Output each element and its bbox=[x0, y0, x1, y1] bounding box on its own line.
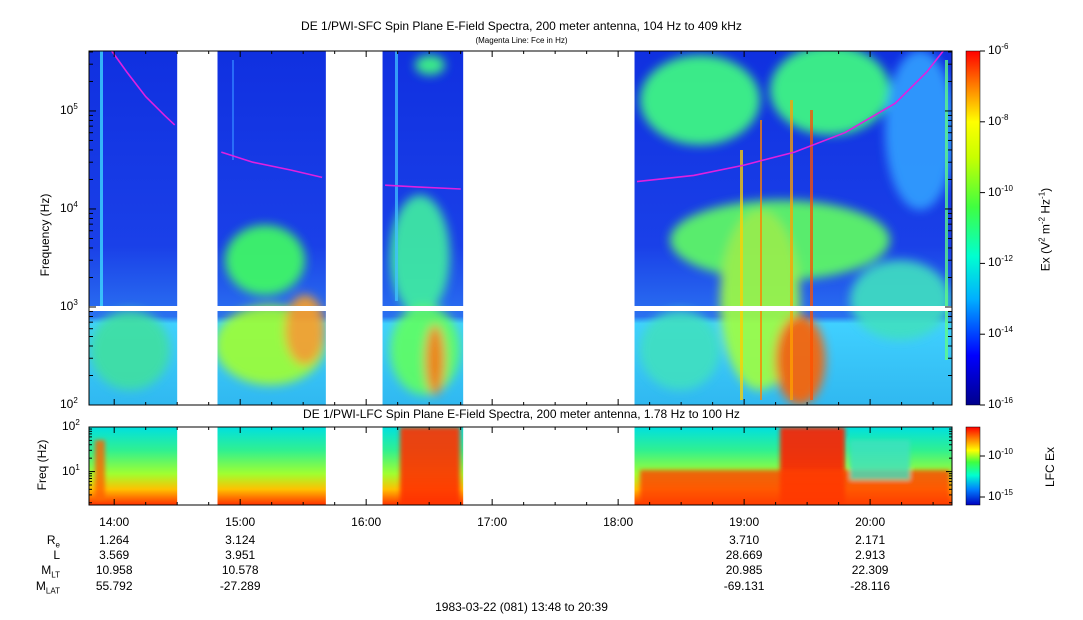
lower-y-ticks bbox=[89, 426, 952, 504]
ephemeris-row-label: Re bbox=[46, 533, 60, 550]
x-tick-label: 14:00 bbox=[99, 515, 130, 529]
data-gap-lower bbox=[177, 427, 218, 505]
lower-colorbar bbox=[965, 426, 981, 506]
colorbar-tick-label: 10-16 bbox=[988, 396, 1013, 411]
colorbar-ticks bbox=[980, 50, 985, 498]
main-y-axis-title: Frequency (Hz) bbox=[38, 193, 52, 277]
ephemeris-value: 22.309 bbox=[851, 563, 889, 577]
lower-y-tick-label: 101 bbox=[62, 462, 80, 478]
ephemeris-value: 3.124 bbox=[225, 533, 256, 547]
lower-title: DE 1/PWI-LFC Spin Plane E-Field Spectra,… bbox=[303, 407, 740, 421]
x-tick-label: 19:00 bbox=[729, 515, 760, 529]
ephemeris-value: 3.710 bbox=[729, 533, 760, 547]
lower-frame bbox=[88, 426, 953, 506]
ephemeris-value: 28.669 bbox=[725, 548, 763, 562]
data-gap-lower bbox=[463, 427, 635, 505]
main-title: DE 1/PWI-SFC Spin Plane E-Field Spectra,… bbox=[301, 19, 742, 33]
x-tick-label: 20:00 bbox=[855, 515, 886, 529]
main-y-tick-label: 104 bbox=[60, 199, 78, 215]
ephemeris-value: 1.264 bbox=[99, 533, 130, 547]
x-tick-label: 15:00 bbox=[225, 515, 256, 529]
fce-line-segment bbox=[111, 50, 176, 126]
data-gap-main bbox=[463, 51, 635, 405]
lower-colorbar-tick-label: 10-10 bbox=[988, 447, 1013, 462]
main-frame bbox=[88, 50, 953, 406]
fce-line-segment bbox=[385, 184, 461, 190]
main-y-tick-label: 103 bbox=[60, 297, 78, 313]
ephemeris-value: -28.116 bbox=[850, 579, 891, 593]
fce-line bbox=[111, 50, 944, 190]
main-y-ticks bbox=[89, 51, 952, 406]
main-colorbar-title: Ex (V2 m-2 Hz-1) bbox=[1037, 187, 1053, 272]
x-ticks bbox=[113, 51, 934, 505]
colorbar-tick-label: 10-8 bbox=[988, 112, 1009, 128]
ephemeris-row-label: MLT bbox=[41, 563, 60, 580]
fce-line-segment bbox=[221, 151, 323, 179]
main-y-tick-label: 105 bbox=[60, 101, 78, 117]
ephemeris-value: 3.951 bbox=[225, 548, 256, 562]
lower-colorbar-title: LFC Ex bbox=[1043, 447, 1057, 488]
lower-colorbar-tick-label: 10-15 bbox=[988, 488, 1013, 503]
lower-y-axis-title: Freq (Hz) bbox=[35, 439, 49, 491]
x-tick-label: 17:00 bbox=[477, 515, 508, 529]
colorbar-tick-label: 10-10 bbox=[988, 183, 1013, 199]
time-range-footer: 1983-03-22 (081) 13:48 to 20:39 bbox=[435, 600, 608, 614]
data-gap-main bbox=[177, 51, 218, 405]
x-tick-label: 18:00 bbox=[603, 515, 634, 529]
data-gaps bbox=[177, 51, 635, 505]
main-y-min-label: 102 bbox=[60, 396, 78, 411]
data-gap-lower bbox=[325, 427, 383, 505]
colorbar-tick-label: 10-12 bbox=[988, 254, 1013, 270]
data-gap-main bbox=[325, 51, 383, 405]
ephemeris-value: 2.171 bbox=[855, 533, 886, 547]
ephemeris-value: -27.289 bbox=[219, 579, 261, 593]
ephemeris-value: 10.958 bbox=[95, 563, 133, 577]
ephemeris-row-label: MLAT bbox=[35, 579, 60, 596]
lower-y-tick-label: 102 bbox=[62, 418, 80, 433]
ephemeris-row-label: L bbox=[53, 548, 60, 562]
main-subtitle: (Magenta Line: Fce in Hz) bbox=[475, 36, 568, 45]
x-tick-label: 16:00 bbox=[351, 515, 382, 529]
ephemeris-value: 20.985 bbox=[725, 563, 763, 577]
colorbar-tick-label: 10-14 bbox=[988, 325, 1013, 341]
main-colorbar bbox=[965, 50, 981, 406]
ephemeris-value: -69.131 bbox=[723, 579, 765, 593]
fce-line-segment bbox=[636, 50, 944, 183]
ephemeris-value: 3.569 bbox=[99, 548, 130, 562]
ephemeris-value: 2.913 bbox=[855, 548, 886, 562]
colorbar-tick-label: 10-6 bbox=[988, 42, 1009, 57]
ephemeris-value: 55.792 bbox=[95, 579, 133, 593]
ephemeris-value: 10.578 bbox=[221, 563, 259, 577]
